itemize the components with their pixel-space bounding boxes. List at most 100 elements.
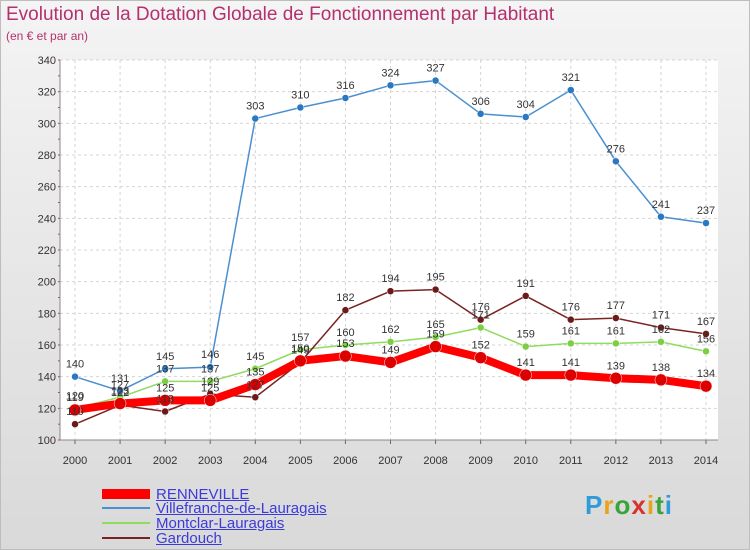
x-tick-label: 2004 xyxy=(243,455,267,467)
data-label: 159 xyxy=(426,329,444,341)
data-point xyxy=(609,372,623,385)
data-label: 191 xyxy=(517,278,535,290)
data-point xyxy=(386,287,395,295)
data-point xyxy=(431,285,440,294)
y-tick-label: 300 xyxy=(38,118,56,130)
data-label: 146 xyxy=(201,349,219,361)
proxiti-logo: Proxiti xyxy=(585,490,673,521)
x-tick-label: 2005 xyxy=(288,455,312,467)
x-tick-label: 2007 xyxy=(378,455,402,467)
data-point xyxy=(161,365,169,373)
legend-item-gardouch[interactable]: Gardouch xyxy=(102,530,222,547)
data-label: 241 xyxy=(652,199,670,211)
y-tick-label: 140 xyxy=(38,372,56,384)
data-point xyxy=(521,292,530,300)
data-point xyxy=(206,377,214,386)
logo-letter: P xyxy=(585,490,604,520)
logo-letter: t xyxy=(655,490,665,520)
data-point xyxy=(476,315,485,324)
data-label: 194 xyxy=(381,273,399,285)
data-point xyxy=(521,113,530,121)
data-point xyxy=(429,340,442,353)
data-point xyxy=(702,347,710,356)
data-label: 171 xyxy=(471,310,489,322)
data-label: 123 xyxy=(111,386,129,398)
data-label: 127 xyxy=(246,379,264,391)
data-point xyxy=(113,397,127,410)
y-tick-label: 280 xyxy=(38,150,56,162)
data-label: 237 xyxy=(697,205,715,217)
data-label: 161 xyxy=(607,325,625,337)
data-label: 125 xyxy=(201,382,219,394)
x-tick-label: 2008 xyxy=(423,455,447,467)
logo-letter: x xyxy=(631,490,647,520)
data-label: 110 xyxy=(66,406,84,418)
data-label: 165 xyxy=(426,319,444,331)
data-point xyxy=(474,351,487,364)
grid-lines xyxy=(60,59,718,441)
data-label: 304 xyxy=(517,99,535,111)
data-label: 140 xyxy=(66,359,84,371)
data-point xyxy=(296,103,305,112)
data-label: 129 xyxy=(201,376,219,388)
data-label: 161 xyxy=(562,325,580,337)
data-label: 162 xyxy=(652,324,670,336)
data-label: 135 xyxy=(246,367,264,379)
legend-item-villefranche[interactable]: Villefranche-de-Lauragais xyxy=(102,500,327,517)
legend-swatch xyxy=(102,489,150,499)
logo-letter: r xyxy=(603,490,615,520)
data-label: 137 xyxy=(201,363,219,375)
data-point xyxy=(71,420,79,428)
data-point xyxy=(567,315,575,324)
data-point xyxy=(294,354,307,368)
data-point xyxy=(161,407,169,416)
data-label: 118 xyxy=(156,394,174,406)
data-point xyxy=(296,346,305,354)
data-label: 145 xyxy=(156,351,174,363)
legend-swatch xyxy=(102,522,150,524)
x-tick-label: 2000 xyxy=(63,455,87,467)
data-point xyxy=(249,378,262,391)
data-label: 156 xyxy=(697,333,715,345)
y-tick-label: 320 xyxy=(38,87,56,99)
data-label: 162 xyxy=(381,324,399,336)
legend-swatch xyxy=(102,507,150,509)
data-point xyxy=(657,323,665,332)
data-point xyxy=(657,338,665,346)
data-point xyxy=(341,306,350,314)
data-label: 120 xyxy=(66,390,84,402)
data-label: 141 xyxy=(562,357,580,369)
data-point xyxy=(612,314,620,322)
data-point xyxy=(384,356,397,369)
x-tick-label: 2014 xyxy=(694,455,718,467)
data-point xyxy=(699,379,713,393)
data-point xyxy=(251,114,260,123)
data-point xyxy=(657,213,665,221)
data-label: 316 xyxy=(336,80,354,92)
legend-item-renneville[interactable]: RENNEVILLE xyxy=(102,485,250,503)
chart-title: Evolution de la Dotation Globale de Fonc… xyxy=(6,4,555,25)
data-point xyxy=(341,94,350,102)
logo-letter: i xyxy=(646,490,656,520)
data-point xyxy=(612,157,620,166)
data-point xyxy=(71,372,79,381)
x-tick-label: 2013 xyxy=(649,455,673,467)
x-tick-label: 2009 xyxy=(468,455,492,467)
data-label: 122 xyxy=(111,387,129,399)
x-tick-label: 2002 xyxy=(153,455,177,467)
data-label: 152 xyxy=(471,340,489,352)
data-label: 160 xyxy=(336,327,354,339)
data-label: 171 xyxy=(652,310,670,322)
data-point xyxy=(431,76,440,85)
legend-label: RENNEVILLE xyxy=(156,485,250,503)
data-label: 137 xyxy=(156,363,174,375)
legend-item-montclar[interactable]: Montclar-Lauragais xyxy=(102,515,284,532)
y-tick-label: 120 xyxy=(38,403,56,415)
data-label: 141 xyxy=(517,357,535,369)
data-point xyxy=(519,368,532,382)
legend-swatch xyxy=(102,537,150,539)
data-point xyxy=(702,330,710,338)
data-label: 119 xyxy=(66,392,84,404)
data-point xyxy=(386,81,395,90)
